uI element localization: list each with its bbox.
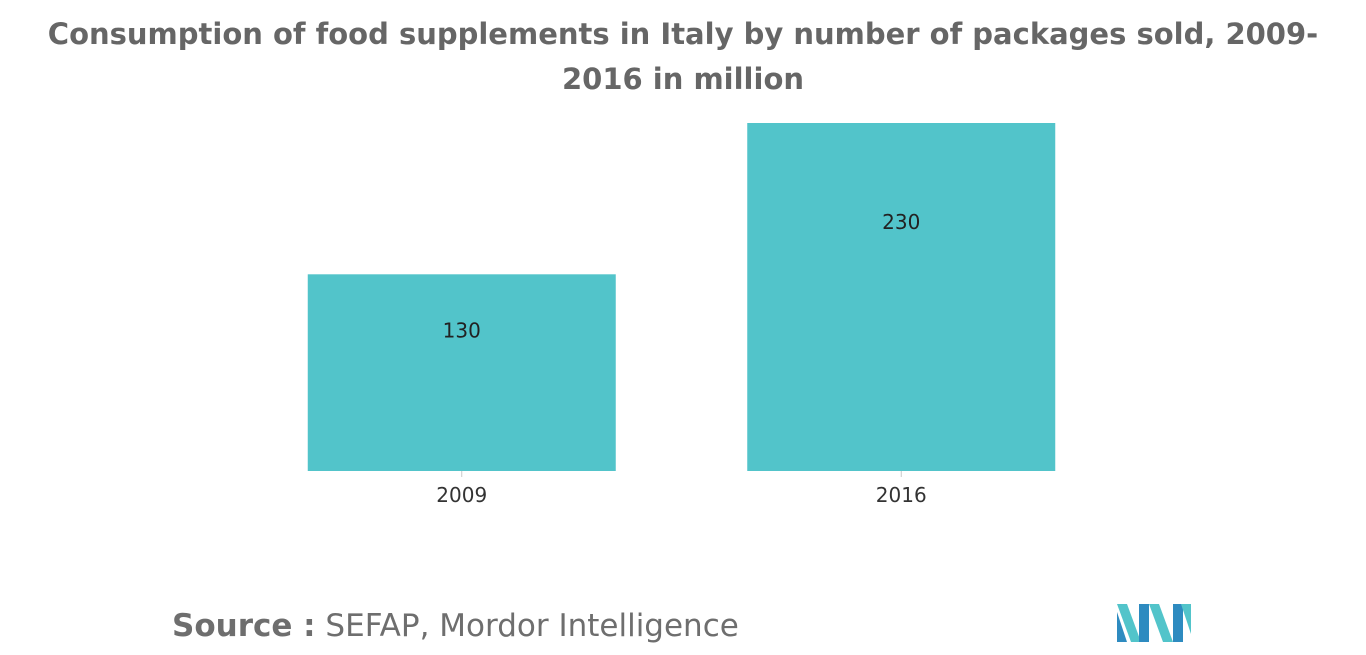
source-note: Source : SEFAP, Mordor Intelligence [172,606,739,646]
data-label-2009: 130 [443,318,481,342]
source-label: Source : [172,608,316,644]
bar-2016 [747,123,1056,471]
bar-2009 [307,274,616,471]
x-tick-label-2016: 2016 [876,483,927,507]
source-text: SEFAP, Mordor Intelligence [315,608,739,644]
bar-chart: 130 2009 230 2016 [307,123,1056,507]
mordor-intelligence-logo-icon [1117,604,1191,642]
data-label-2016: 230 [882,210,920,234]
x-tick-label-2009: 2009 [436,483,487,507]
chart-title: Consumption of food supplements in Italy… [47,17,1319,96]
